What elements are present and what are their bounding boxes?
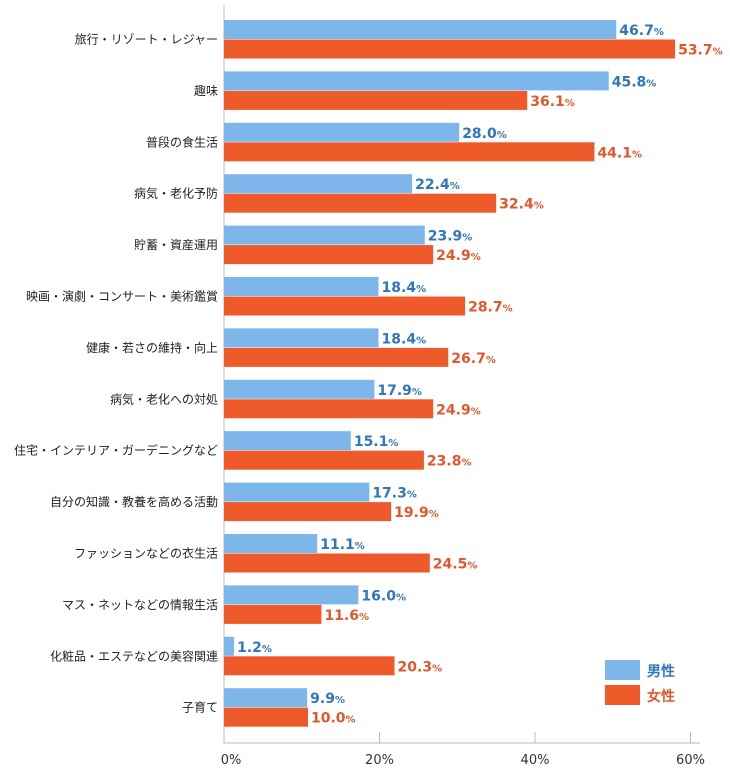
bar-female <box>224 296 466 316</box>
category-label: 病気・老化への対処 <box>110 391 218 406</box>
x-tick-label: 60% <box>676 753 705 768</box>
category-label: 健康・若さの維持・向上 <box>86 340 218 355</box>
bar-male <box>224 122 460 142</box>
category-label: 旅行・リゾート・レジャー <box>75 33 218 47</box>
bar-male <box>224 379 375 399</box>
value-label: 15.1% <box>354 434 399 450</box>
value-label: 11.6% <box>324 608 369 624</box>
x-tick-label: 20% <box>365 753 394 768</box>
category-label: 自分の知識・教養を高める活動 <box>50 494 218 509</box>
value-label: 24.5% <box>433 557 478 573</box>
bar-male <box>224 277 379 296</box>
value-label: 24.9% <box>436 402 481 418</box>
legend-label: 男性 <box>647 663 675 680</box>
category-label: 映画・演劇・コンサート・美術鑑賞 <box>26 289 218 304</box>
value-label: 53.7% <box>678 43 723 59</box>
value-label: 28.7% <box>468 300 513 316</box>
value-label: 24.9% <box>436 248 481 264</box>
value-label: 23.9% <box>428 229 473 245</box>
value-label: 9.9% <box>310 691 345 707</box>
value-label: 16.0% <box>361 588 406 604</box>
legend-swatch <box>605 685 640 705</box>
value-label: 18.4% <box>382 331 427 347</box>
bar-male <box>224 636 235 656</box>
category-label: ファッションなどの衣生活 <box>74 546 218 561</box>
bar-male <box>224 482 370 502</box>
x-tick-label: 40% <box>521 753 550 768</box>
bar-female <box>224 142 595 162</box>
value-label: 46.7% <box>619 23 664 39</box>
value-label: 18.4% <box>382 280 427 296</box>
bar-male <box>224 174 413 194</box>
value-label: 11.1% <box>320 537 365 553</box>
bar-female <box>224 245 434 265</box>
bar-male <box>224 225 425 245</box>
value-label: 17.9% <box>377 383 422 399</box>
bar-female <box>224 707 308 727</box>
value-label: 17.3% <box>372 486 417 502</box>
category-label: マス・ネットなどの情報生活 <box>62 598 218 612</box>
value-label: 32.4% <box>499 197 544 213</box>
bar-female <box>224 656 395 676</box>
bar-male <box>224 20 617 39</box>
legend-label: 女性 <box>647 688 675 705</box>
value-label: 1.2% <box>237 640 272 656</box>
category-label: 住宅・インテリア・ガーデニングなど <box>14 443 218 458</box>
bar-male <box>224 71 609 91</box>
bar-male <box>224 328 379 348</box>
bar-male <box>224 688 308 708</box>
category-label: 病気・老化予防 <box>134 186 218 201</box>
value-label: 10.0% <box>311 711 356 727</box>
value-label: 36.1% <box>530 94 575 110</box>
value-label: 23.8% <box>427 454 472 470</box>
category-label: 趣味 <box>194 83 218 98</box>
bar-male <box>224 431 351 451</box>
value-label: 19.9% <box>394 505 439 521</box>
bar-female <box>224 604 322 624</box>
x-tick-label: 0% <box>221 753 242 768</box>
category-label: 普段の食生活 <box>146 134 218 149</box>
value-label: 20.3% <box>398 659 443 675</box>
category-label: 子育て <box>182 700 218 715</box>
bar-female <box>224 553 430 573</box>
category-label: 貯蓄・資産運用 <box>134 237 218 252</box>
bar-female <box>224 90 528 110</box>
bar-female <box>224 450 424 470</box>
bar-male <box>224 534 318 553</box>
bar-female <box>224 347 449 367</box>
bar-female <box>224 399 434 419</box>
value-label: 26.7% <box>451 351 496 367</box>
bar-male <box>224 585 359 605</box>
value-label: 28.0% <box>462 126 507 142</box>
value-label: 45.8% <box>612 74 657 90</box>
legend-swatch <box>605 660 640 680</box>
value-label: 44.1% <box>597 145 642 161</box>
bar-female <box>224 39 676 59</box>
bar-female <box>224 193 497 213</box>
category-label: 化粧品・エステなどの美容関連 <box>50 648 218 663</box>
bar-female <box>224 502 392 522</box>
value-label: 22.4% <box>415 177 460 193</box>
